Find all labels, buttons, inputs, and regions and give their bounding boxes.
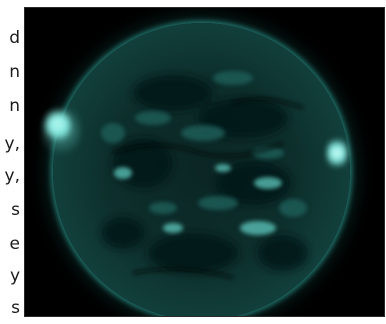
text-line: n [9, 96, 20, 116]
text-line: y [9, 266, 20, 286]
text-line: n [9, 62, 20, 82]
text-line: d [9, 28, 20, 48]
text-line: y, [4, 166, 20, 186]
left-limb-glow [41, 100, 81, 160]
text-line: y, [4, 134, 20, 154]
text-line: s [11, 298, 20, 318]
solar-surface-texture [101, 71, 308, 280]
right-limb-flare [327, 136, 347, 170]
sun-photo [25, 8, 384, 316]
text-line: e [9, 234, 20, 254]
clipped-article-text: d n n y, y, s e y s [0, 0, 24, 324]
solar-disk [53, 23, 350, 316]
text-line: s [11, 200, 20, 220]
